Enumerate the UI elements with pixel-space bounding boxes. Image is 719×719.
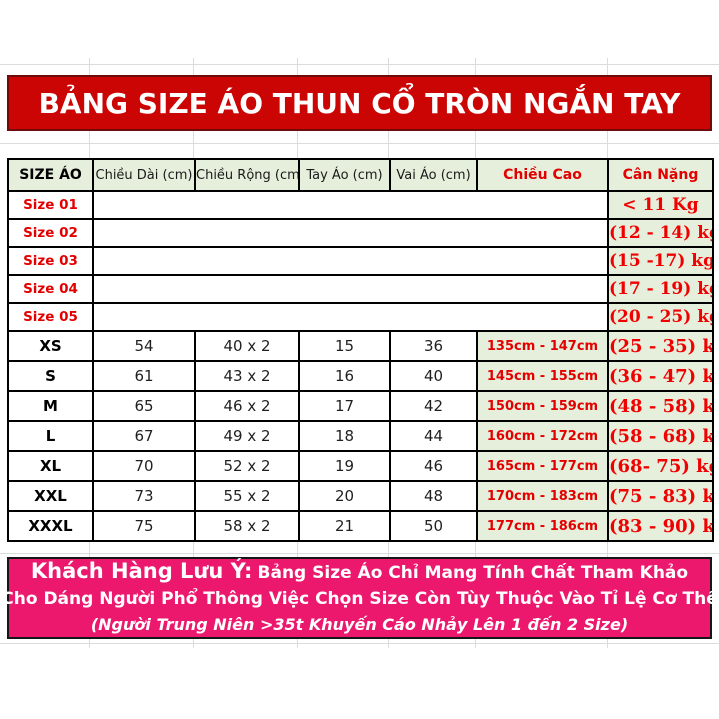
note-line-3: (Người Trung Niên >35t Khuyến Cáo Nhảy L… — [90, 615, 629, 634]
weight-value: (68- 75) kg — [607, 450, 714, 482]
length-value: 61 — [92, 360, 196, 392]
length-value: 67 — [92, 420, 196, 452]
note-line-1: Khách Hàng Lưu Ý: Bảng Size Áo Chỉ Mang … — [31, 558, 688, 586]
height-value: 160cm - 172cm — [476, 420, 609, 452]
size-table: SIZE ÁO Chiều Dài (cm) Chiều Rộng (cm) T… — [7, 158, 714, 542]
size-label: M — [7, 390, 94, 422]
length-value: 70 — [92, 450, 196, 482]
shoulder-value: 36 — [389, 330, 478, 362]
width-value: 49 x 2 — [194, 420, 300, 452]
width-value: 55 x 2 — [194, 480, 300, 512]
width-value: 43 x 2 — [194, 360, 300, 392]
height-value: 145cm - 155cm — [476, 360, 609, 392]
shoulder-value: 40 — [389, 360, 478, 392]
weight-value: (25 - 35) kg — [607, 330, 714, 362]
size-label: Size 01 — [7, 190, 94, 220]
length-value: 73 — [92, 480, 196, 512]
empty-measurements-cell — [92, 246, 609, 276]
length-value: 54 — [92, 330, 196, 362]
empty-measurements-cell — [92, 302, 609, 332]
size-label: XL — [7, 450, 94, 482]
shoulder-value: 46 — [389, 450, 478, 482]
col-header-can-nang: Cân Nặng — [607, 158, 714, 192]
width-value: 40 x 2 — [194, 330, 300, 362]
table-row: Size 05 (20 - 25) kg — [7, 302, 714, 332]
sleeve-value: 19 — [298, 450, 391, 482]
sleeve-value: 17 — [298, 390, 391, 422]
size-label: XXL — [7, 480, 94, 512]
table-row: XXL 73 55 x 2 20 48 170cm - 183cm (75 - … — [7, 480, 714, 512]
col-header-chieu-cao: Chiều Cao — [476, 158, 609, 192]
sleeve-value: 16 — [298, 360, 391, 392]
table-row: XL 70 52 x 2 19 46 165cm - 177cm (68- 75… — [7, 450, 714, 482]
height-value: 177cm - 186cm — [476, 510, 609, 542]
table-row: L 67 49 x 2 18 44 160cm - 172cm (58 - 68… — [7, 420, 714, 452]
col-header-chieu-dai: Chiều Dài (cm) — [92, 158, 196, 192]
note-banner: Khách Hàng Lưu Ý: Bảng Size Áo Chỉ Mang … — [1, 557, 718, 639]
shoulder-value: 50 — [389, 510, 478, 542]
sleeve-value: 15 — [298, 330, 391, 362]
height-value: 150cm - 159cm — [476, 390, 609, 422]
width-value: 52 x 2 — [194, 450, 300, 482]
size-label: XXXL — [7, 510, 94, 542]
table-row: Size 01 < 11 Kg — [7, 190, 714, 220]
height-value: 135cm - 147cm — [476, 330, 609, 362]
table-row: XXXL 75 58 x 2 21 50 177cm - 186cm (83 -… — [7, 510, 714, 542]
gridline — [0, 643, 719, 644]
weight-value: (12 - 14) kg — [607, 218, 714, 248]
weight-value: (83 - 90) kg — [607, 510, 714, 542]
col-header-chieu-rong: Chiều Rộng (cm) — [194, 158, 300, 192]
table-row: Size 04 (17 - 19) kg — [7, 274, 714, 304]
size-label: S — [7, 360, 94, 392]
sleeve-value: 21 — [298, 510, 391, 542]
height-value: 165cm - 177cm — [476, 450, 609, 482]
col-header-tay-ao: Tay Áo (cm) — [298, 158, 391, 192]
weight-value: (58 - 68) kg — [607, 420, 714, 452]
width-value: 46 x 2 — [194, 390, 300, 422]
note-line-1-text: Bảng Size Áo Chỉ Mang Tính Chất Tham Khả… — [257, 563, 689, 583]
table-row: Size 02 (12 - 14) kg — [7, 218, 714, 248]
gridline — [0, 143, 719, 144]
empty-measurements-cell — [92, 190, 609, 220]
size-label: XS — [7, 330, 94, 362]
size-label: Size 02 — [7, 218, 94, 248]
weight-value: (48 - 58) kg — [607, 390, 714, 422]
col-header-size-ao: SIZE ÁO — [7, 158, 94, 192]
weight-value: (15 -17) kg — [607, 246, 714, 276]
header-row: SIZE ÁO Chiều Dài (cm) Chiều Rộng (cm) T… — [7, 158, 714, 192]
weight-value: (20 - 25) kg — [607, 302, 714, 332]
title-banner: BẢNG SIZE ÁO THUN CỔ TRÒN NGẮN TAY — [7, 75, 712, 131]
weight-value: < 11 Kg — [607, 190, 714, 220]
table-row: S 61 43 x 2 16 40 145cm - 155cm (36 - 47… — [7, 360, 714, 392]
note-heading: Khách Hàng Lưu Ý: — [30, 559, 253, 583]
width-value: 58 x 2 — [194, 510, 300, 542]
empty-measurements-cell — [92, 274, 609, 304]
sleeve-value: 20 — [298, 480, 391, 512]
table-row: M 65 46 x 2 17 42 150cm - 159cm (48 - 58… — [7, 390, 714, 422]
size-label: L — [7, 420, 94, 452]
shoulder-value: 48 — [389, 480, 478, 512]
note-line-2: Cho Dáng Người Phổ Thông Việc Chọn Size … — [1, 589, 718, 609]
size-label: Size 04 — [7, 274, 94, 304]
sleeve-value: 18 — [298, 420, 391, 452]
table-row: Size 03 (15 -17) kg — [7, 246, 714, 276]
page-title: BẢNG SIZE ÁO THUN CỔ TRÒN NGẮN TAY — [38, 86, 681, 120]
col-header-vai-ao: Vai Áo (cm) — [389, 158, 478, 192]
weight-value: (36 - 47) kg — [607, 360, 714, 392]
gridline — [0, 64, 719, 65]
length-value: 75 — [92, 510, 196, 542]
shoulder-value: 44 — [389, 420, 478, 452]
empty-measurements-cell — [92, 218, 609, 248]
length-value: 65 — [92, 390, 196, 422]
size-label: Size 03 — [7, 246, 94, 276]
size-label: Size 05 — [7, 302, 94, 332]
height-value: 170cm - 183cm — [476, 480, 609, 512]
weight-value: (75 - 83) kg — [607, 480, 714, 512]
weight-value: (17 - 19) kg — [607, 274, 714, 304]
gridline — [0, 553, 719, 554]
shoulder-value: 42 — [389, 390, 478, 422]
table-row: XS 54 40 x 2 15 36 135cm - 147cm (25 - 3… — [7, 330, 714, 362]
